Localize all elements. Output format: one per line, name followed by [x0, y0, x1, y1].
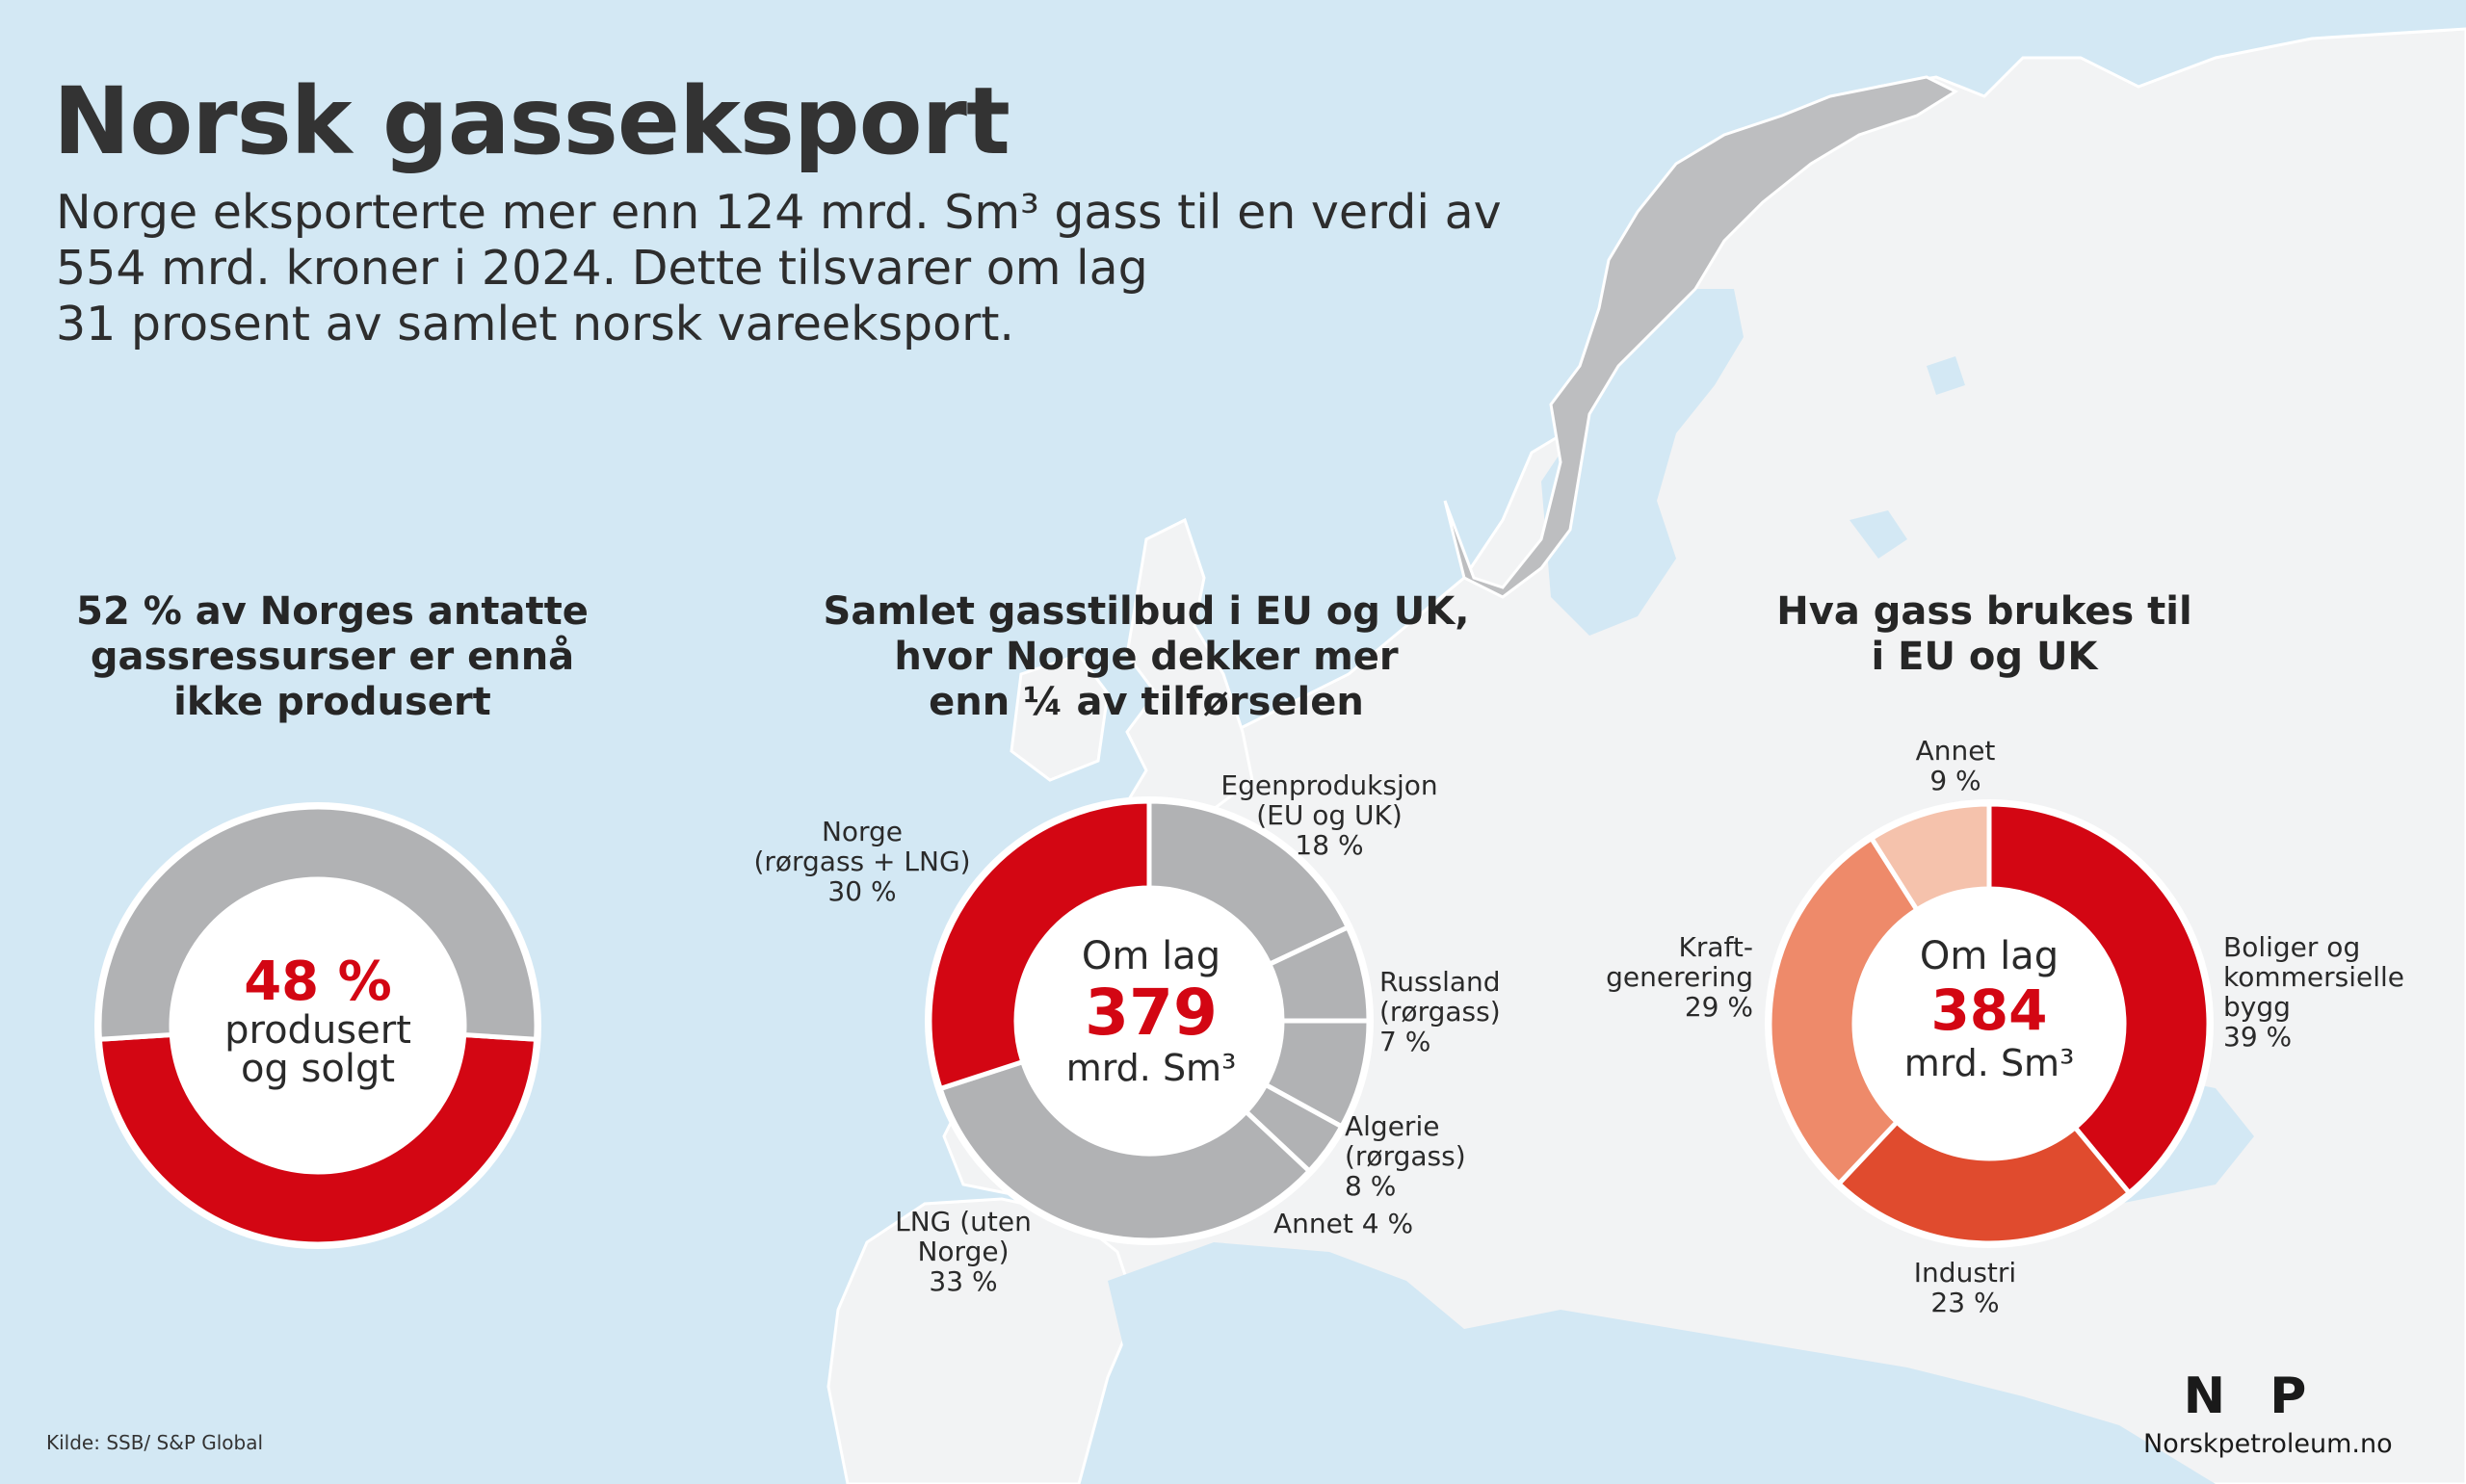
- slice-label-line: LNG (uten: [895, 1206, 1032, 1237]
- slice-label-line: 7 %: [1379, 1026, 1431, 1057]
- slice-label-line: generering: [1606, 961, 1753, 993]
- chart-3-center: Om lag 384 mrd. Sm³: [1883, 934, 2095, 1084]
- center-label: Om lag: [1919, 934, 2059, 978]
- baltic-sea: [1541, 289, 1744, 636]
- label-egenproduksjon: Egenproduksjon (EU og UK) 18 %: [1185, 770, 1474, 860]
- label-boliger: Boliger og kommersielle bygg 39 %: [2223, 932, 2435, 1052]
- chart-title-line: Hva gass brukes til: [1776, 589, 2192, 634]
- center-value: 384: [1930, 977, 2048, 1043]
- center-label: mrd. Sm³: [1065, 1047, 1237, 1089]
- chart-title-line: hvor Norge dekker mer: [894, 635, 1399, 679]
- slice-label-line: 30 %: [827, 875, 897, 907]
- chart-title-line: ikke produsert: [173, 680, 491, 724]
- slice-label-line: Industri: [1913, 1257, 2017, 1289]
- slice-label-line: 23 %: [1930, 1287, 2000, 1318]
- chart-2-center: Om lag 379 mrd. Sm³: [1050, 934, 1252, 1088]
- slice-label-line: Annet 4 %: [1273, 1208, 1414, 1239]
- slice-label-line: (rørgass): [1345, 1140, 1466, 1172]
- lake: [1850, 510, 1907, 559]
- slice-label-line: 8 %: [1345, 1170, 1397, 1202]
- np-logo: N P Norskpetroleum.no: [2143, 1367, 2393, 1459]
- slice-label-line: 9 %: [1929, 765, 1981, 796]
- donut-hole: [1854, 889, 2124, 1159]
- slice-label-line: Norge): [917, 1236, 1010, 1267]
- page-title: Norsk gasseksport: [53, 67, 1010, 175]
- intro-line: 31 prosent av samlet norsk vareeksport.: [56, 297, 1015, 351]
- slice-label-line: kommersielle: [2223, 961, 2405, 993]
- donut-hole: [1016, 888, 1282, 1154]
- intro-line: 554 mrd. kroner i 2024. Dette tilsvarer …: [56, 241, 1148, 296]
- chart-title-line: 52 % av Norges antatte: [76, 589, 589, 634]
- slice-label-line: Annet: [1915, 735, 1996, 767]
- chart-title-line: enn ¼ av tilførselen: [929, 680, 1364, 724]
- intro-text: Norge eksporterte mer enn 124 mrd. Sm³ g…: [56, 185, 1502, 352]
- center-value: 48 %: [244, 950, 392, 1013]
- center-label: mrd. Sm³: [1903, 1042, 2075, 1084]
- slice-label-line: Egenproduksjon: [1220, 769, 1438, 801]
- label-annet-supply: Annet 4 %: [1273, 1209, 1456, 1238]
- ireland: [1010, 653, 1110, 782]
- label-annet-usage: Annet 9 %: [1878, 736, 2033, 795]
- slice-label-line: 18 %: [1295, 829, 1364, 861]
- donut-slice: [1835, 1118, 2133, 1246]
- slice-label-line: Algerie: [1345, 1110, 1440, 1142]
- label-lng: LNG (uten Norge) 33 %: [848, 1207, 1079, 1296]
- slice-label-line: Kraft-: [1678, 931, 1753, 963]
- center-label: og solgt: [240, 1047, 396, 1091]
- logo-mark: N P: [2183, 1367, 2321, 1425]
- slice-label-line: (EU og UK): [1256, 799, 1403, 831]
- source-note: Kilde: SSB/ S&P Global: [46, 1431, 264, 1454]
- slice-label-line: 39 %: [2223, 1021, 2293, 1053]
- slice-label-line: Boliger og: [2223, 931, 2361, 963]
- intro-line: Norge eksporterte mer enn 124 mrd. Sm³ g…: [56, 185, 1502, 240]
- chart-title-line: Samlet gasstilbud i EU og UK,: [823, 589, 1470, 634]
- slice-label-line: (rørgass + LNG): [753, 846, 971, 877]
- chart-1-center: 48 % produsert og solgt: [202, 950, 433, 1091]
- donut-slice: [1767, 835, 1921, 1187]
- label-industri: Industri 23 %: [1878, 1258, 2052, 1317]
- chart-title-line: i EU og UK: [1871, 635, 2098, 679]
- chart-1-title: 52 % av Norges antatte gassressurser er …: [48, 589, 616, 725]
- logo-url: Norskpetroleum.no: [2143, 1429, 2393, 1459]
- slice-label-line: 29 %: [1684, 991, 1753, 1023]
- chart-title-line: gassressurser er ennå: [90, 635, 575, 679]
- slice-label-line: Russland: [1379, 966, 1501, 998]
- donut-hole: [171, 879, 464, 1172]
- chart-2-title: Samlet gasstilbud i EU og UK, hvor Norge…: [790, 589, 1503, 725]
- slice-label-line: bygg: [2223, 991, 2291, 1023]
- label-algerie: Algerie (rørgass) 8 %: [1345, 1111, 1518, 1201]
- center-value: 379: [1085, 976, 1218, 1050]
- slice-label-line: 33 %: [929, 1265, 998, 1297]
- center-label: Om lag: [1081, 934, 1221, 978]
- mediterranean-sea: [1108, 1242, 2216, 1484]
- chart-3-title: Hva gass brukes til i EU og UK: [1715, 589, 2254, 680]
- norway: [1443, 75, 1959, 599]
- slice-label-line: (rørgass): [1379, 996, 1501, 1028]
- label-russland: Russland (rørgass) 7 %: [1379, 967, 1553, 1056]
- lake: [1927, 356, 1965, 395]
- label-kraft: Kraft- generering 29 %: [1561, 932, 1753, 1022]
- label-norge: Norge (rørgass + LNG) 30 %: [742, 817, 983, 906]
- center-label: produsert: [224, 1008, 411, 1053]
- slice-label-line: Norge: [821, 816, 904, 847]
